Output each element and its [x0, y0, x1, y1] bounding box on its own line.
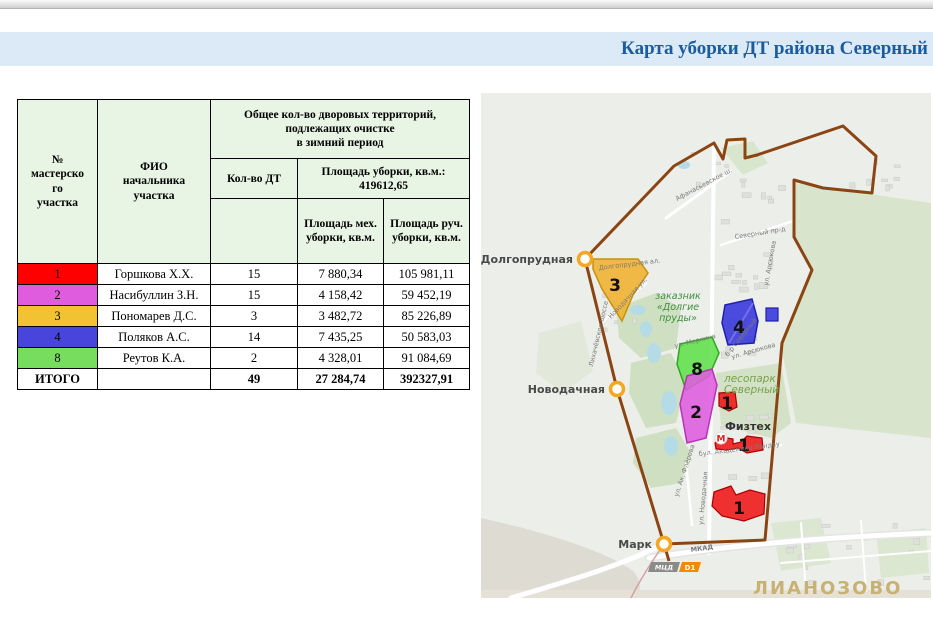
mech-area-cell: 3 482,72 — [297, 305, 384, 327]
chief-name-cell: Реутов К.А. — [97, 347, 211, 369]
station-marker-mark — [655, 535, 673, 553]
title-banner: Карта уборки ДТ района Северный — [0, 32, 933, 66]
station-marker-novodachnaya — [608, 380, 626, 398]
map-area — [481, 590, 931, 598]
total-mech-cell: 27 284,74 — [297, 368, 384, 390]
green-area — [536, 321, 593, 393]
dt-count-cell: 2 — [210, 347, 298, 369]
col-header-mech: Площадь мех. уборки, кв.м. — [297, 198, 384, 264]
pond — [630, 305, 646, 315]
table-row: 4 Поляков А.С. 14 7 435,25 50 583,03 — [17, 326, 470, 348]
zone-number-cell: 2 — [17, 284, 98, 306]
reserve-label: «Долгие — [657, 302, 699, 313]
chief-name-cell: Пономарев Д.С. — [97, 305, 211, 327]
col-header-empty — [210, 198, 298, 264]
station-label-dolgoprudnaya: Долгопрудная — [481, 253, 573, 266]
table-row: 2 Насибуллин З.Н. 15 4 158,42 59 452,19 — [17, 284, 470, 306]
col-header-hand: Площадь руч. уборки, кв.м. — [383, 198, 470, 264]
forest-label: лесопарк — [723, 373, 776, 385]
window-top-bar — [0, 0, 933, 9]
roads — [508, 143, 933, 601]
station-label-mark: Марк — [618, 538, 652, 551]
mech-area-cell: 7 880,34 — [297, 263, 384, 285]
zone-4-annex — [765, 307, 779, 322]
chief-name-cell: Поляков А.С. — [97, 326, 211, 348]
zone-number-cell: 3 — [17, 305, 98, 327]
total-hand-cell: 392327,91 — [383, 368, 470, 390]
zone-3-label: 3 — [609, 276, 621, 296]
col-header-num: № мастерско го участка — [17, 99, 98, 264]
mech-area-cell: 4 158,42 — [297, 284, 384, 306]
mech-area-cell: 7 435,25 — [297, 326, 384, 348]
map-canvas: 3 4 8 2 1 1 1 заказник «Долгие пруды» ле… — [481, 93, 933, 601]
total-dt-cell: 49 — [210, 368, 298, 390]
green-area — [716, 363, 791, 438]
hand-area-cell: 105 981,11 — [383, 263, 470, 285]
pond — [664, 436, 678, 456]
station-marker-dolgoprudnaya — [576, 250, 594, 268]
lianozovo-label: ЛИАНОЗОВО — [753, 578, 902, 598]
zone-1b-label: 1 — [738, 436, 750, 456]
hand-area-cell: 59 452,19 — [383, 284, 470, 306]
station-label-novodachnaya: Новодачная — [528, 383, 605, 396]
forest-area — [781, 183, 931, 438]
table-row: 1 Горшкова Х.Х. 15 7 880,34 105 981,11 — [17, 263, 470, 285]
table-header-row3: Площадь мех. уборки, кв.м. Площадь руч. … — [18, 198, 470, 264]
zone-2 — [679, 368, 718, 444]
hand-area-cell: 50 583,03 — [383, 326, 470, 348]
table-header-row: № мастерско го участка ФИО начальника уч… — [17, 98, 470, 264]
dt-count-cell: 14 — [210, 326, 298, 348]
hand-area-cell: 85 226,89 — [383, 305, 470, 327]
zone-4-road — [728, 302, 754, 344]
zone-1a-label: 1 — [721, 394, 733, 414]
col-header-fio: ФИО начальника участка — [97, 99, 211, 264]
reserve-label: заказник — [655, 291, 701, 302]
street-label: МКАД — [690, 543, 714, 554]
metro-m-letter: М — [717, 435, 726, 445]
zone-1c — [711, 485, 766, 522]
zone-8-label: 8 — [691, 360, 703, 380]
zone-number-cell: 1 — [17, 263, 98, 285]
metro-icon — [714, 431, 728, 445]
hand-area-cell: 91 084,69 — [383, 347, 470, 369]
zone-4-label: 4 — [733, 318, 745, 338]
zone-number-cell: 8 — [17, 347, 98, 369]
zone-number-cell: 4 — [17, 326, 98, 348]
chief-name-cell: Насибуллин З.Н. — [97, 284, 211, 306]
dt-count-cell: 15 — [210, 284, 298, 306]
fiztekh-label: Физтех — [725, 420, 771, 433]
cleaning-table: № мастерско го участка ФИО начальника уч… — [17, 98, 470, 390]
total-empty-cell — [97, 368, 211, 390]
pond — [640, 321, 652, 337]
forest-label: Северный — [724, 384, 779, 396]
pond — [647, 343, 661, 363]
table-row: 3 Пономарев Д.С. 3 3 482,72 85 226,89 — [17, 305, 470, 327]
col-header-area: Площадь уборки, кв.м.: 419612,65 — [297, 158, 470, 200]
map-area — [481, 518, 640, 598]
dt-count-cell: 15 — [210, 263, 298, 285]
mcd-d1-badge: МЦД D1 — [648, 562, 701, 572]
district-map: 3 4 8 2 1 1 1 заказник «Долгие пруды» ле… — [481, 93, 933, 601]
pond — [661, 391, 677, 415]
table-header-row2: Кол-во ДТ Площадь уборки, кв.м.: 419612,… — [18, 158, 470, 200]
zone-2-label: 2 — [690, 403, 702, 423]
zone-3 — [592, 258, 649, 323]
mcd-badge-label: МЦД — [655, 564, 673, 572]
reserve-label: пруды» — [659, 313, 697, 324]
table-row: 8 Реутов К.А. 2 4 328,01 91 084,69 — [17, 347, 470, 369]
chief-name-cell: Горшкова Х.Х. — [97, 263, 211, 285]
d1-badge-label: D1 — [685, 564, 696, 572]
mech-area-cell: 4 328,01 — [297, 347, 384, 369]
page-title: Карта уборки ДТ района Северный — [621, 38, 928, 59]
dt-count-cell: 3 — [210, 305, 298, 327]
zone-1a — [718, 391, 738, 412]
col-header-dt: Кол-во ДТ — [210, 158, 298, 200]
col-header-group: Общее кол-во дворовых территорий, подлеж… — [210, 98, 470, 160]
district-boundary — [583, 124, 878, 562]
table-total-row: ИТОГО 49 27 284,74 392327,91 — [17, 368, 470, 390]
total-label-cell: ИТОГО — [17, 368, 98, 390]
zone-1c-label: 1 — [733, 499, 745, 519]
